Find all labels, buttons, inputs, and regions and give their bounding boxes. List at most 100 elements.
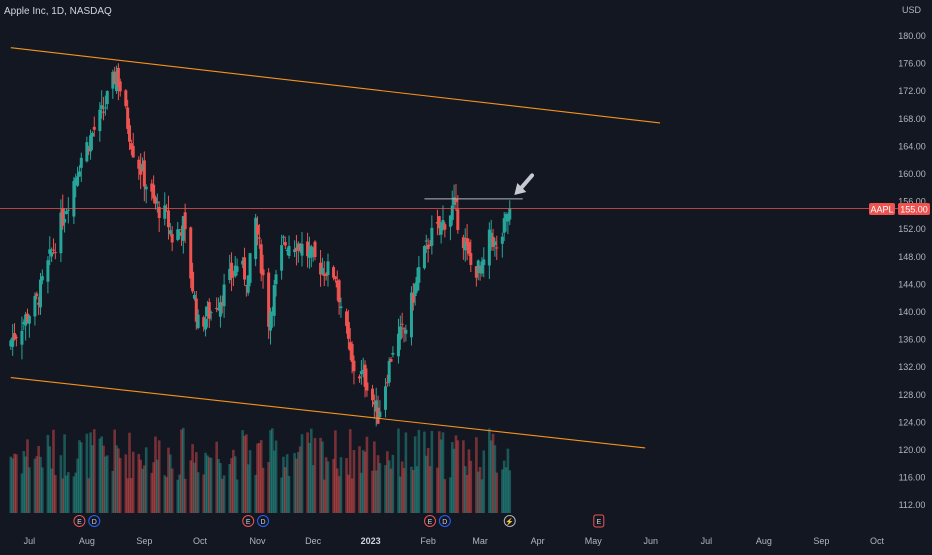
volume-bar xyxy=(384,465,387,513)
candle xyxy=(415,276,419,292)
volume-bar xyxy=(348,429,352,513)
candle xyxy=(300,243,304,256)
price-axis[interactable]: 112.00 116.00 120.00 124.00 128.00 132.00 136.… xyxy=(898,31,926,510)
dividend-marker-label: D xyxy=(442,519,447,526)
candle xyxy=(231,273,235,275)
volume-bar xyxy=(126,478,129,513)
time-tick-label: Sep xyxy=(813,536,829,546)
future-earnings-marker-label: E xyxy=(596,519,601,526)
candle xyxy=(456,209,460,230)
earnings-marker[interactable]: E xyxy=(424,515,436,527)
dividend-marker[interactable]: D xyxy=(257,515,270,527)
volume-bar xyxy=(502,460,506,513)
dividend-marker[interactable]: D xyxy=(88,515,101,527)
volume-bar xyxy=(76,458,79,513)
candle xyxy=(452,197,456,205)
earnings-icon xyxy=(242,515,255,527)
earnings-marker[interactable]: E xyxy=(73,515,86,527)
lower-channel-line[interactable] xyxy=(10,377,646,449)
candle xyxy=(128,125,132,142)
candle xyxy=(487,229,491,266)
earnings-marker-label: E xyxy=(246,519,251,526)
dividend-marker-label: D xyxy=(261,519,266,526)
price-tick-label: 164.00 xyxy=(898,141,926,151)
candle xyxy=(90,133,94,137)
candle xyxy=(404,329,408,334)
volume-bar xyxy=(295,458,298,513)
drawings-layer[interactable] xyxy=(0,47,900,449)
candle xyxy=(322,273,326,276)
dividend-marker[interactable]: D xyxy=(438,515,451,527)
candle xyxy=(153,197,157,204)
volume-bar xyxy=(193,462,196,513)
volume-bar xyxy=(412,469,415,513)
candle xyxy=(424,240,428,242)
candle xyxy=(176,229,180,240)
candle xyxy=(437,216,441,229)
volume-bar xyxy=(371,470,374,513)
volume-bar xyxy=(443,479,447,513)
candle xyxy=(142,160,146,187)
volume-bar xyxy=(117,448,120,513)
volume-bar xyxy=(78,440,81,513)
price-tick-label: 112.00 xyxy=(899,500,926,510)
volume-bar xyxy=(220,478,224,513)
candles-layer[interactable] xyxy=(9,63,512,427)
volume-bar xyxy=(26,439,29,513)
candle xyxy=(474,266,478,278)
volume-bar xyxy=(39,456,42,513)
candle xyxy=(383,386,387,410)
event-markers[interactable]: E D E D E D ⚡ E xyxy=(73,514,605,528)
time-axis[interactable]: Jul Aug Sep Oct Nov Dec 2023 Feb Mar Apr May Jun Jul… xyxy=(24,536,885,546)
price-tick-label: 176.00 xyxy=(898,59,926,69)
candle xyxy=(365,382,369,391)
volume-bar xyxy=(488,428,491,513)
volume-bar xyxy=(389,468,393,513)
volume-bar xyxy=(102,445,105,513)
volume-bar xyxy=(74,472,78,513)
volume-bar xyxy=(20,473,24,513)
volume-bar xyxy=(428,466,432,513)
arrow-annotation[interactable] xyxy=(514,173,535,196)
candle xyxy=(207,302,211,319)
split-marker[interactable]: ⚡ xyxy=(503,515,516,527)
volume-bar xyxy=(150,472,154,513)
candle xyxy=(243,257,247,280)
candle xyxy=(235,266,239,272)
volume-bar xyxy=(436,467,439,513)
price-tick-label: 168.00 xyxy=(898,114,926,124)
future-earnings-marker[interactable]: E xyxy=(593,514,605,528)
candle xyxy=(495,247,499,249)
candle xyxy=(346,321,350,339)
volume-bar xyxy=(463,466,467,513)
candle xyxy=(333,276,337,280)
candle xyxy=(345,311,349,326)
candle xyxy=(217,309,221,311)
chart-title: Apple Inc, 1D, NASDAQ xyxy=(4,6,112,17)
earnings-marker[interactable]: E xyxy=(242,515,255,527)
candle xyxy=(38,279,42,308)
volume-bar xyxy=(131,451,135,513)
candle xyxy=(20,330,24,345)
candle xyxy=(233,265,237,277)
volume-bar xyxy=(378,463,382,513)
candle xyxy=(398,326,402,340)
candle xyxy=(502,218,506,233)
volume-bar xyxy=(248,450,252,513)
candle xyxy=(298,243,302,251)
volume-bar xyxy=(259,440,263,513)
volume-bar xyxy=(261,467,265,513)
volume-bar xyxy=(191,444,194,513)
volume-bar xyxy=(426,447,430,513)
volume-bar xyxy=(222,475,226,513)
volume-bar xyxy=(245,434,248,513)
upper-channel-line[interactable] xyxy=(10,47,661,124)
currency-label: USD xyxy=(902,5,922,15)
candle xyxy=(118,81,122,92)
volume-bar xyxy=(491,433,495,513)
candle xyxy=(352,360,356,372)
volume-bar xyxy=(476,471,480,513)
candle xyxy=(467,242,471,254)
